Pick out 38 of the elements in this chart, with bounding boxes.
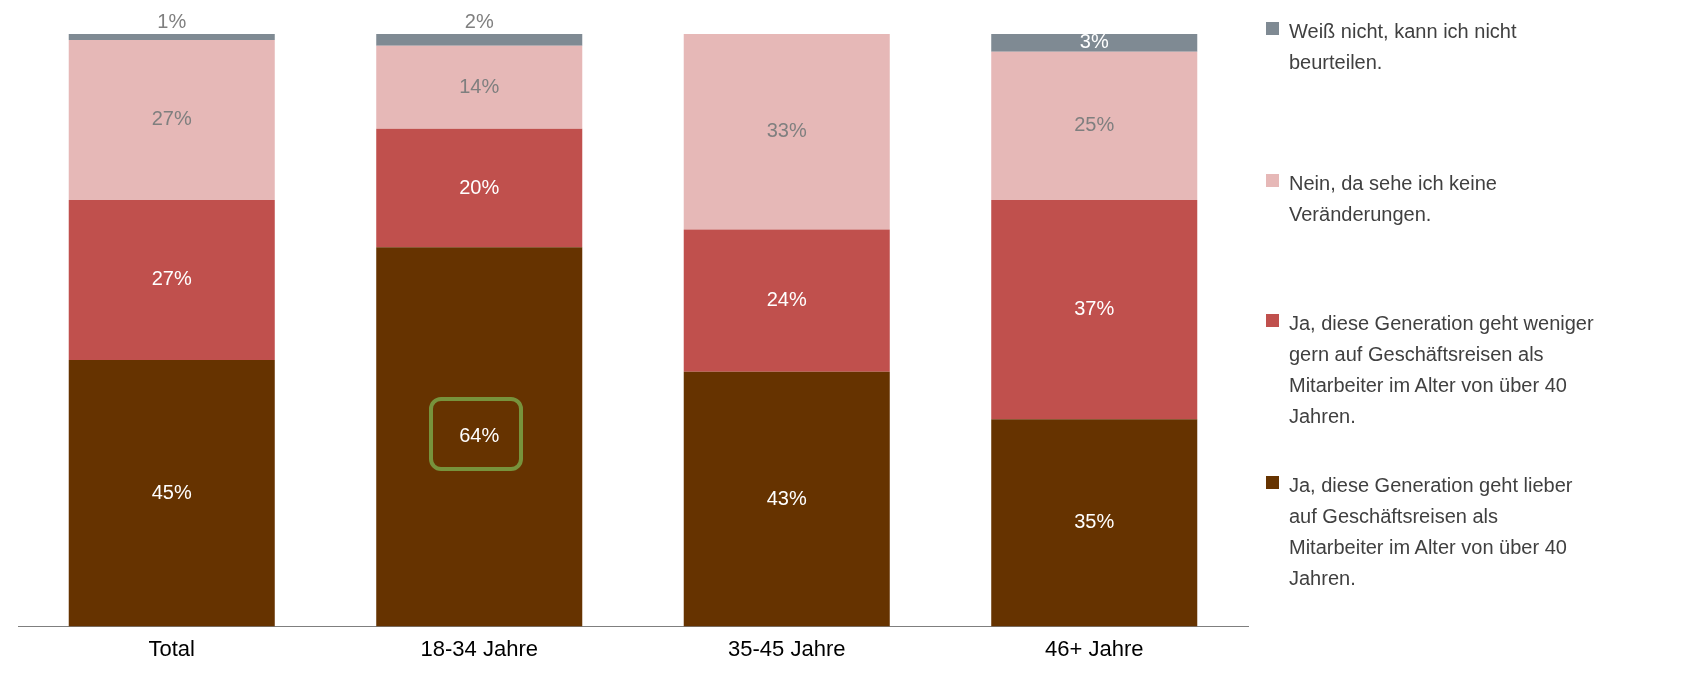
data-label: 27% [151, 107, 192, 130]
bar [68, 359, 275, 627]
data-label: 3% [1079, 30, 1109, 53]
x-tick-label: 46+ Jahre [1045, 635, 1144, 661]
bar [683, 371, 890, 627]
data-label: 45% [151, 480, 192, 503]
bar [376, 247, 583, 627]
data-label: 37% [1074, 297, 1115, 320]
bar [68, 39, 275, 200]
legend-label: Ja, diese Generation geht lieber auf Geschäftsreisen als Mitarbeiter im Alter von über 40 Jahren. [1289, 473, 1574, 591]
bar [376, 34, 583, 46]
legend-label: Nein, da sehe ich keine Veränderungen. [1289, 171, 1498, 227]
data-label: 2% [464, 9, 494, 32]
legend-label: Weiß nicht, kann ich nicht beurteilen. [1289, 19, 1518, 75]
bar [991, 34, 1198, 52]
data-label: 25% [1074, 113, 1115, 136]
bar [376, 128, 583, 248]
data-label: 1% [157, 9, 187, 32]
x-tick-label: 18-34 Jahre [420, 635, 538, 661]
data-label: 35% [1074, 510, 1115, 533]
legend-label: Ja, diese Generation geht weniger gern auf Geschäftsreisen als Mitarbeiter im Alter von über 40 Jahren. [1289, 311, 1595, 429]
data-label: 64% [459, 424, 500, 447]
data-label: 20% [459, 175, 500, 198]
bar [683, 229, 890, 372]
data-label: 24% [766, 288, 807, 311]
data-label: 27% [151, 267, 192, 290]
data-label: 14% [459, 74, 500, 97]
bar [991, 419, 1198, 627]
bar [68, 199, 275, 360]
data-label: 43% [766, 486, 807, 509]
x-tick-label: Total [148, 635, 195, 661]
x-tick-label: 35-45 Jahre [728, 635, 846, 661]
bar [683, 34, 890, 230]
bar [376, 45, 583, 129]
bar [991, 51, 1198, 200]
bar [991, 199, 1198, 420]
data-label: 33% [766, 119, 807, 142]
bar [68, 34, 275, 40]
